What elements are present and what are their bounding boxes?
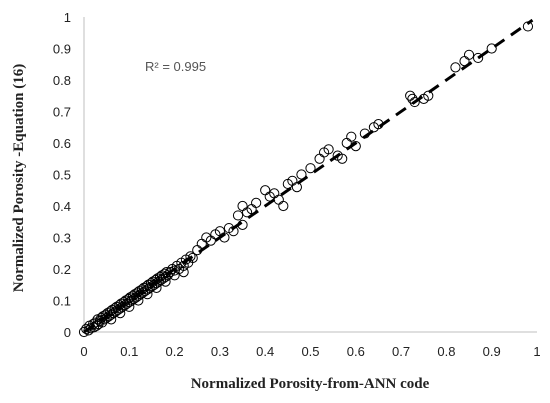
data-point (273, 194, 284, 205)
data-point (423, 90, 434, 101)
y-tick-label: 0.7 (53, 105, 71, 120)
data-point (459, 56, 470, 67)
x-tick-label: 0.5 (301, 344, 319, 359)
data-point (178, 267, 189, 278)
data-point (160, 276, 171, 287)
y-tick-label: 0.4 (53, 199, 71, 214)
data-point (133, 295, 144, 306)
y-tick-label: 0.8 (53, 73, 71, 88)
y-tick-label: 0 (64, 325, 71, 340)
data-point (151, 282, 162, 293)
data-point (251, 197, 262, 208)
data-point (373, 119, 384, 130)
data-point (359, 128, 370, 139)
data-point (350, 141, 361, 152)
data-point (314, 153, 325, 164)
data-point (81, 323, 92, 334)
data-point (232, 210, 244, 221)
data-point (341, 137, 352, 149)
x-tick-label: 1 (533, 344, 540, 359)
data-point (473, 52, 484, 64)
x-tick-label: 0 (80, 344, 87, 359)
data-point (463, 49, 475, 60)
data-point (237, 219, 248, 230)
data-point (522, 21, 534, 32)
data-point (486, 43, 497, 54)
data-point (142, 289, 153, 300)
data-point (169, 270, 180, 281)
y-tick-label: 0.6 (53, 136, 71, 151)
y-tick-label: 0.9 (53, 42, 71, 57)
data-point (407, 93, 418, 105)
y-tick-label: 1 (64, 10, 71, 25)
data-point (405, 90, 416, 101)
data-point (305, 163, 316, 174)
data-point (219, 232, 230, 243)
data-point (278, 200, 289, 212)
data-point (323, 144, 334, 155)
plot-area: 0 0.1 0.2 0.3 0.4 0.5 0.6 0.7 0.8 0.9 1 0 0.1 0.2 0.3 0… (53, 10, 541, 359)
data-point (185, 251, 196, 262)
data-point (187, 252, 198, 264)
data-point (291, 182, 303, 193)
x-tick-label: 0.9 (483, 344, 501, 359)
y-tick-label: 0.3 (53, 231, 71, 246)
x-tick-label: 0.2 (166, 344, 184, 359)
y-axis-title: Normalized Porosity -Equation (16) (11, 64, 27, 292)
x-axis-title: Normalized Porosity-from-ANN code (191, 376, 430, 392)
data-point (196, 238, 207, 249)
data-point (124, 301, 135, 312)
y-tick-label: 0.5 (53, 168, 71, 183)
x-tick-label: 0.6 (347, 344, 365, 359)
data-point (337, 153, 348, 164)
r-squared-annotation: R² = 0.995 (145, 59, 206, 74)
data-point (409, 96, 420, 108)
data-point (237, 200, 248, 212)
y-tick-label: 0.2 (53, 262, 71, 277)
data-point (115, 308, 126, 319)
data-point (296, 169, 307, 180)
data-point (228, 226, 239, 237)
x-tick-label: 0.3 (211, 344, 229, 359)
x-tick-label: 0.4 (256, 344, 274, 359)
data-point (346, 131, 357, 142)
data-point (260, 185, 271, 196)
x-tick-label: 0.8 (437, 344, 455, 359)
y-tick-label: 0.1 (53, 294, 71, 309)
x-tick-label: 0.7 (392, 344, 410, 359)
data-point (450, 62, 461, 73)
data-point (106, 314, 117, 325)
x-tick-label: 0.1 (120, 344, 138, 359)
